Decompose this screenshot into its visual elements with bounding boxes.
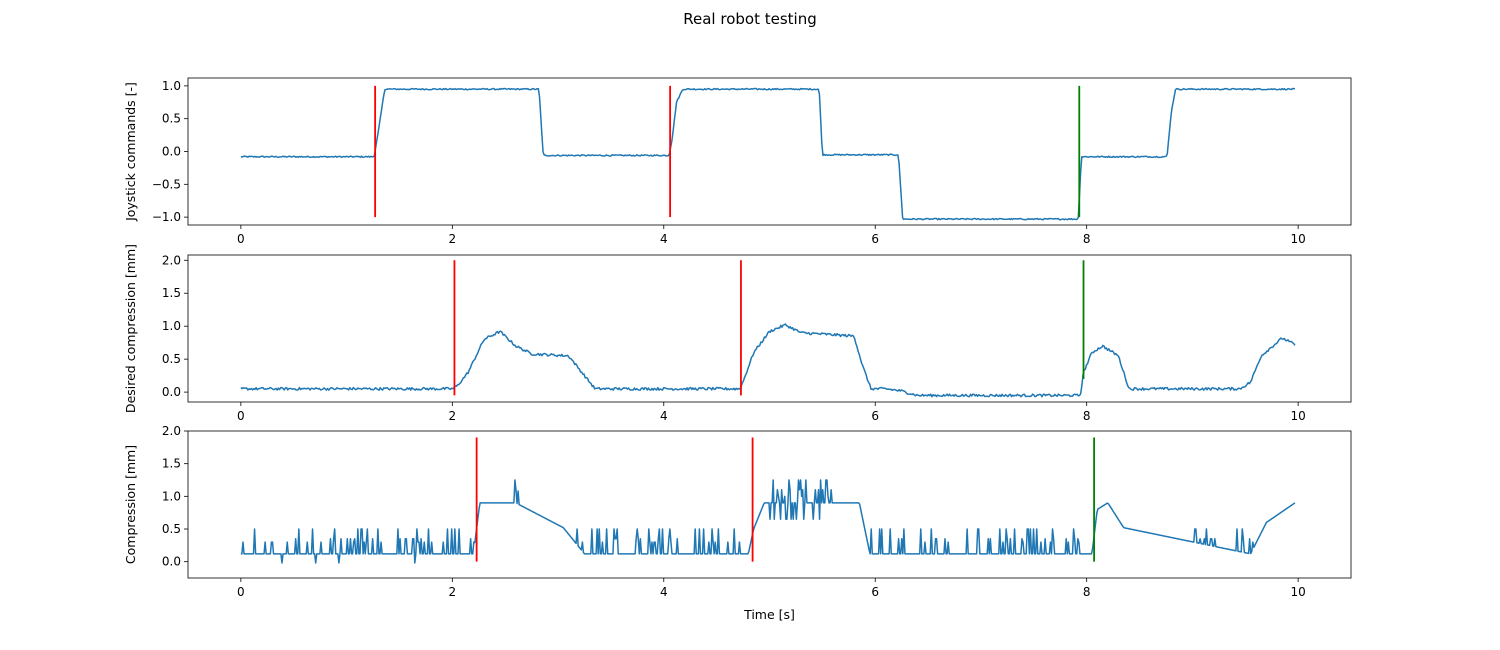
y-axis-label: Desired compression [mm]	[123, 244, 138, 413]
y-tick-label: 2.0	[162, 424, 181, 438]
x-tick-label: 6	[871, 409, 879, 423]
x-tick-label: 0	[237, 232, 245, 246]
x-tick-label: 6	[871, 232, 879, 246]
y-tick-label: 0.5	[162, 522, 181, 536]
x-tick-label: 6	[871, 585, 879, 599]
y-axis-label: Joystick commands [-]	[123, 82, 138, 222]
y-tick-label: 1.5	[162, 286, 181, 300]
axes-frame	[187, 430, 1352, 579]
x-tick-label: 2	[448, 409, 456, 423]
x-tick-label: 10	[1290, 585, 1305, 599]
y-tick-label: 2.0	[162, 253, 181, 267]
y-tick-label: 0.0	[162, 555, 181, 569]
series-line	[240, 479, 1296, 564]
y-tick-label: 0.0	[162, 145, 181, 159]
x-tick-label: 8	[1083, 409, 1091, 423]
series-line	[240, 87, 1296, 221]
x-tick-label: 2	[448, 585, 456, 599]
x-tick-label: 4	[660, 232, 668, 246]
y-tick-label: 0.0	[162, 385, 181, 399]
x-axis-label: Time [s]	[743, 607, 795, 622]
x-tick-label: 0	[237, 585, 245, 599]
subplot-2: 0 2 4 6 8 10 0.0 0.5 1.0 1.5 2.0 Desired compressio…	[123, 244, 1352, 423]
y-tick-label: −1.0	[152, 210, 181, 224]
series-line	[240, 323, 1296, 398]
y-tick-label: −0.5	[152, 177, 181, 191]
y-tick-label: 1.0	[162, 79, 181, 93]
x-tick-label: 8	[1083, 585, 1091, 599]
figure-title: Real robot testing	[683, 10, 816, 28]
x-tick-label: 0	[237, 409, 245, 423]
x-tick-label: 4	[660, 409, 668, 423]
subplot-1: 0 2 4 6 8 10 −1.0 −0.5 0.0 0.5 1.0 Joystick command…	[123, 77, 1352, 246]
x-tick-label: 10	[1290, 232, 1305, 246]
x-tick-label: 2	[448, 232, 456, 246]
subplot-3: 0 2 4 6 8 10 0.0 0.5 1.0 1.5 2.0 Compression [mm] Ti…	[123, 424, 1352, 622]
y-tick-label: 1.0	[162, 489, 181, 503]
y-tick-label: 0.5	[162, 112, 181, 126]
y-axis-label: Compression [mm]	[123, 445, 138, 564]
x-tick-label: 4	[660, 585, 668, 599]
axes-frame	[187, 254, 1352, 403]
y-tick-label: 1.5	[162, 457, 181, 471]
y-tick-label: 1.0	[162, 319, 181, 333]
x-tick-label: 10	[1290, 409, 1305, 423]
x-tick-label: 8	[1083, 232, 1091, 246]
y-tick-label: 0.5	[162, 352, 181, 366]
